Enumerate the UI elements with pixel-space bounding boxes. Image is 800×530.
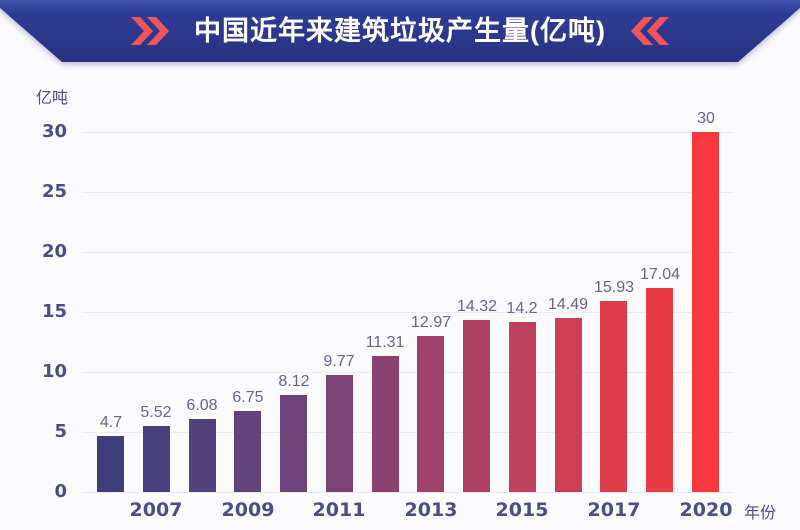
banner-shape: 中国近年来建筑垃圾产生量(亿吨) — [0, 0, 800, 62]
bar-value-label: 14.32 — [456, 298, 498, 315]
bar-value-label: 30 — [697, 110, 715, 127]
bar — [646, 288, 673, 492]
bar — [509, 322, 536, 492]
x-tick-label: 2017 — [587, 499, 641, 521]
x-tick-label: 2011 — [312, 499, 366, 521]
y-tick-label: 30 — [41, 121, 67, 142]
page-title: 中国近年来建筑垃圾产生量(亿吨) — [194, 16, 606, 46]
x-tick-label: 2007 — [129, 499, 183, 521]
y-tick-label: 25 — [41, 181, 67, 202]
y-tick-label: 15 — [41, 301, 67, 322]
gridline — [82, 251, 733, 253]
bar-value-label: 12.97 — [410, 314, 452, 331]
gridline — [82, 491, 733, 493]
bar-value-label: 17.04 — [639, 266, 681, 283]
bar-value-label: 15.93 — [593, 279, 635, 296]
double-chevron-right-icon — [131, 17, 169, 45]
bar-value-label: 4.7 — [99, 414, 123, 431]
bar-value-label: 14.2 — [506, 300, 538, 317]
y-tick-label: 10 — [41, 361, 67, 382]
bar-value-label: 9.77 — [323, 353, 355, 370]
x-tick-label: 2020 — [679, 499, 733, 521]
bar-value-label: 6.75 — [232, 389, 264, 406]
bar — [463, 320, 490, 492]
y-tick-label: 5 — [54, 421, 67, 442]
x-tick-label: 2013 — [404, 499, 458, 521]
bar — [326, 375, 353, 492]
gridline — [82, 311, 733, 313]
y-axis-unit-label: 亿吨 — [36, 90, 69, 107]
bar-value-label: 8.12 — [278, 373, 310, 390]
bar — [600, 301, 627, 492]
y-tick-label: 0 — [54, 481, 67, 502]
gridline — [82, 191, 733, 193]
gridline — [82, 131, 733, 133]
bar — [372, 356, 399, 492]
bar-value-label: 14.49 — [547, 296, 589, 313]
bar — [189, 419, 216, 492]
bar — [97, 436, 124, 492]
bar — [417, 336, 444, 492]
x-tick-label: 2015 — [495, 499, 549, 521]
bar — [555, 318, 582, 492]
gridline — [82, 431, 733, 433]
double-chevron-left-icon — [630, 17, 669, 45]
bar — [143, 426, 170, 492]
bar-value-label: 11.31 — [365, 334, 405, 351]
x-tick-label: 2009 — [221, 499, 275, 521]
bar-value-label: 5.52 — [140, 404, 172, 421]
bar — [234, 411, 261, 492]
y-tick-label: 20 — [41, 241, 67, 262]
bar — [280, 395, 307, 492]
gridline — [82, 371, 733, 373]
header-banner: 中国近年来建筑垃圾产生量(亿吨) — [0, 0, 800, 66]
bar-value-label: 6.08 — [186, 397, 218, 414]
x-axis-title: 年份 — [744, 505, 777, 522]
bar — [692, 132, 719, 492]
